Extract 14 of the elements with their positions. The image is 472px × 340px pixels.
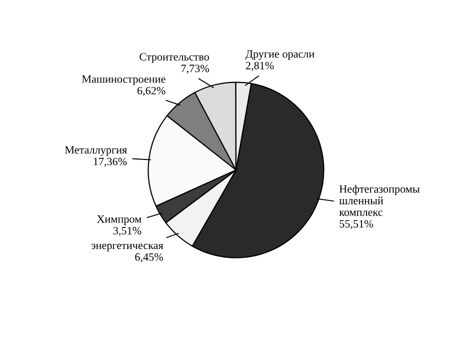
data-label: 3,51% — [113, 226, 142, 236]
slice-label: Нефтегазопромы шленный комплекс — [339, 184, 420, 216]
slice-label: Машиностроение — [82, 75, 166, 86]
slice-label: Другие орасли — [246, 50, 314, 60]
slice-label: энергетическая — [91, 244, 164, 252]
slice-label: Строительство — [140, 53, 209, 63]
data-label: 6,62% — [137, 86, 166, 96]
data-label: 17,36% — [94, 158, 127, 167]
data-label: 2,81% — [246, 62, 274, 71]
data-label: 6,45% — [135, 253, 163, 262]
slice-label: Металлургия — [64, 146, 127, 156]
slice-label: Химпром — [96, 215, 142, 226]
data-label: 55,51% — [340, 220, 373, 230]
data-label: 7,73% — [181, 64, 210, 74]
